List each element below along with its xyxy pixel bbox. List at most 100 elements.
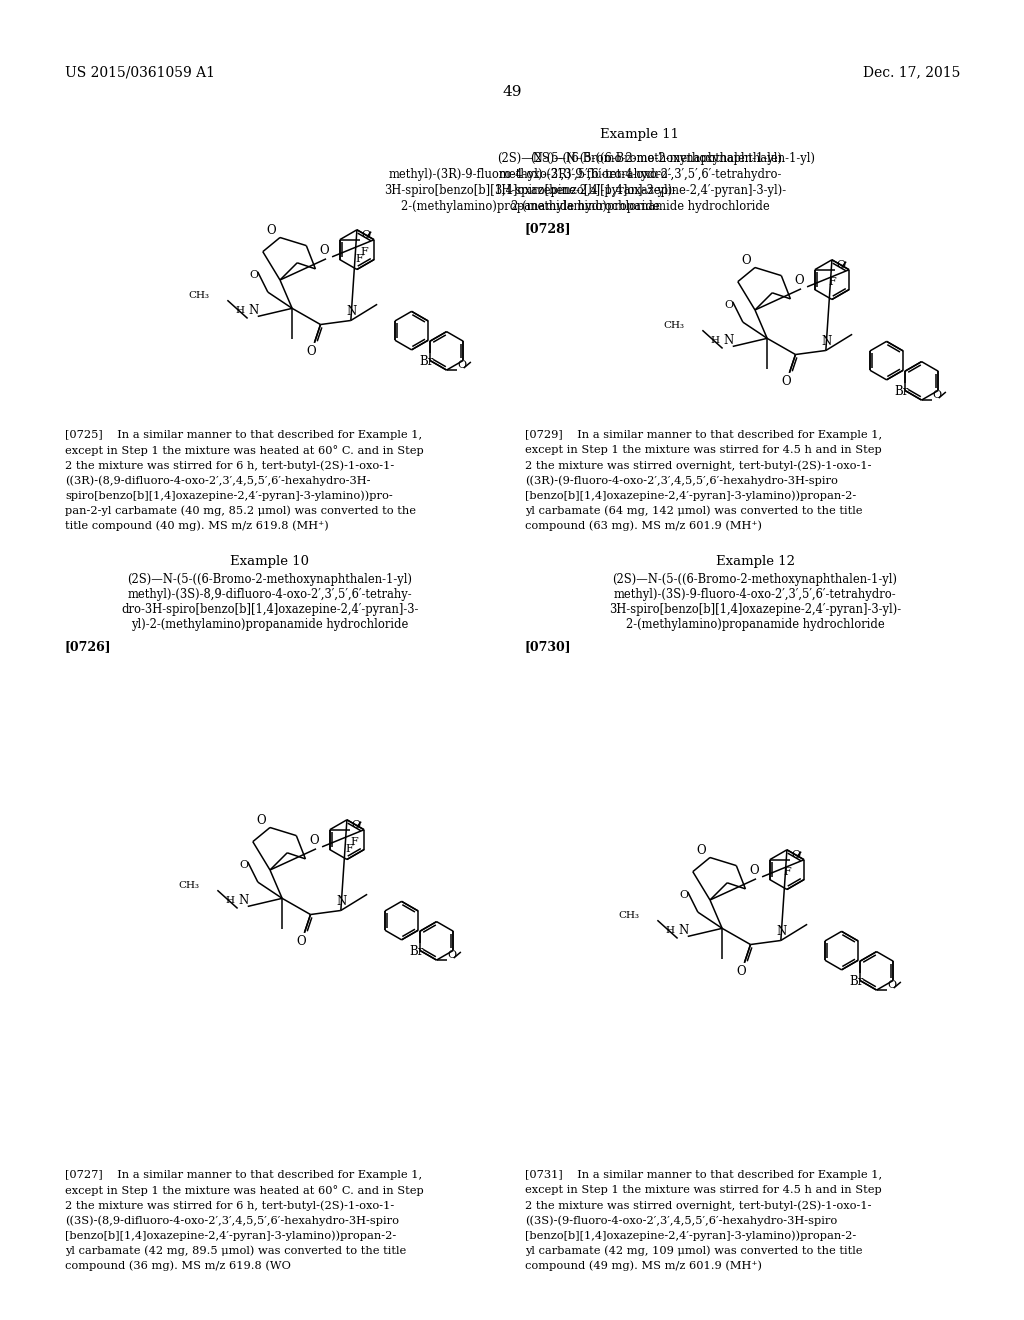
Text: O: O [795, 275, 804, 288]
Text: O: O [351, 820, 360, 830]
Text: O: O [306, 345, 316, 358]
Text: H: H [710, 337, 719, 345]
Text: O: O [266, 224, 275, 238]
Text: except in Step 1 the mixture was heated at 60° C. and in Step: except in Step 1 the mixture was heated … [65, 1185, 424, 1196]
Text: [0726]: [0726] [65, 640, 112, 653]
Text: methyl)-(3S)-8,9-difluoro-4-oxo-2′,3′,5′,6′-tetrahy-: methyl)-(3S)-8,9-difluoro-4-oxo-2′,3′,5′… [128, 587, 413, 601]
Text: methyl)-(3R)-9-fluoro-4-oxo-2′,3′,5′,6′-tetrahydro-: methyl)-(3R)-9-fluoro-4-oxo-2′,3′,5′,6′-… [388, 168, 672, 181]
Text: CH₃: CH₃ [178, 880, 200, 890]
Text: F: F [345, 845, 353, 854]
Text: O: O [836, 260, 845, 269]
Text: ((3S)-(8,9-difluoro-4-oxo-2′,3′,4,5,5′,6′-hexahydro-3H-spiro: ((3S)-(8,9-difluoro-4-oxo-2′,3′,4,5,5′,6… [65, 1214, 399, 1225]
Text: 2-(methylamino)propanamide hydrochloride: 2-(methylamino)propanamide hydrochloride [626, 618, 885, 631]
Text: O: O [888, 979, 897, 990]
Text: [0731]    In a similar manner to that described for Example 1,: [0731] In a similar manner to that descr… [525, 1170, 882, 1180]
Text: spiro[benzo[b][1,4]oxazepine-2,4′-pyran]-3-ylamino))pro-: spiro[benzo[b][1,4]oxazepine-2,4′-pyran]… [65, 490, 393, 500]
Text: 3H-spiro[benzo[b][1,4]oxazepine-2,4′-pyran]-3-yl)-: 3H-spiro[benzo[b][1,4]oxazepine-2,4′-pyr… [609, 603, 901, 616]
Text: O: O [361, 230, 370, 240]
Text: CH₃: CH₃ [618, 911, 639, 920]
Text: O: O [724, 300, 733, 310]
Text: F: F [350, 837, 358, 846]
Text: O: O [309, 834, 318, 847]
Text: compound (63 mg). MS m/z 601.9 (MH⁺): compound (63 mg). MS m/z 601.9 (MH⁺) [525, 520, 762, 531]
Text: yl carbamate (42 mg, 89.5 μmol) was converted to the title: yl carbamate (42 mg, 89.5 μmol) was conv… [65, 1245, 407, 1255]
Text: US 2015/0361059 A1: US 2015/0361059 A1 [65, 65, 215, 79]
Text: N: N [679, 924, 689, 937]
Text: 2-(methylamino)propanamide hydrochloride: 2-(methylamino)propanamide hydrochloride [400, 201, 659, 213]
Text: H: H [225, 896, 234, 906]
Text: compound (36 mg). MS m/z 619.8 (WO: compound (36 mg). MS m/z 619.8 (WO [65, 1261, 291, 1271]
Text: H: H [236, 306, 244, 315]
Text: 3H-spiro[benzo[b][1,4]oxazepine-2,4′-pyran]-3-yl)-: 3H-spiro[benzo[b][1,4]oxazepine-2,4′-pyr… [384, 183, 676, 197]
Text: [0725]    In a similar manner to that described for Example 1,: [0725] In a similar manner to that descr… [65, 430, 422, 440]
Text: O: O [447, 950, 457, 960]
Text: [benzo[b][1,4]oxazepine-2,4′-pyran]-3-ylamino))propan-2-: [benzo[b][1,4]oxazepine-2,4′-pyran]-3-yl… [525, 490, 856, 500]
Text: 2-(methylamino)propanamide hydrochloride: 2-(methylamino)propanamide hydrochloride [511, 201, 769, 213]
Text: N: N [777, 925, 787, 939]
Text: (2S)—N-(5-((6-Bromo-2-methoxynaphthalen-1-yl): (2S)—N-(5-((6-Bromo-2-methoxynaphthalen-… [612, 573, 897, 586]
Text: [benzo[b][1,4]oxazepine-2,4′-pyran]-3-ylamino))propan-2-: [benzo[b][1,4]oxazepine-2,4′-pyran]-3-yl… [525, 1230, 856, 1241]
Text: yl carbamate (42 mg, 109 μmol) was converted to the title: yl carbamate (42 mg, 109 μmol) was conve… [525, 1245, 862, 1255]
Text: H: H [666, 925, 674, 935]
Text: O: O [458, 360, 467, 370]
Text: O: O [319, 244, 329, 257]
Text: methyl)-(3S)-9-fluoro-4-oxo-2′,3′,5′,6′-tetrahydro-: methyl)-(3S)-9-fluoro-4-oxo-2′,3′,5′,6′-… [613, 587, 896, 601]
Text: except in Step 1 the mixture was heated at 60° C. and in Step: except in Step 1 the mixture was heated … [65, 445, 424, 455]
Text: O: O [791, 850, 800, 859]
Text: compound (49 mg). MS m/z 601.9 (MH⁺): compound (49 mg). MS m/z 601.9 (MH⁺) [525, 1261, 762, 1271]
Text: O: O [741, 253, 751, 267]
Text: (2S)—N-(5-((6-Bromo-2-methoxynaphthalen-1-yl): (2S)—N-(5-((6-Bromo-2-methoxynaphthalen-… [498, 152, 782, 165]
Text: O: O [933, 391, 942, 400]
Text: N: N [347, 305, 357, 318]
Text: ((3R)-(9-fluoro-4-oxo-2′,3′,4,5,5′,6′-hexahydro-3H-spiro: ((3R)-(9-fluoro-4-oxo-2′,3′,4,5,5′,6′-he… [525, 475, 838, 486]
Text: CH₃: CH₃ [188, 290, 209, 300]
Text: methyl)-(3R)-9-fluoro-4-oxo-2′,3′,5′,6′-tetrahydro-: methyl)-(3R)-9-fluoro-4-oxo-2′,3′,5′,6′-… [499, 168, 781, 181]
Text: O: O [249, 269, 258, 280]
Text: ((3R)-(8,9-difluoro-4-oxo-2′,3′,4,5,5′,6′-hexahydro-3H-: ((3R)-(8,9-difluoro-4-oxo-2′,3′,4,5,5′,6… [65, 475, 371, 486]
Text: dro-3H-spiro[benzo[b][1,4]oxazepine-2,4′-pyran]-3-: dro-3H-spiro[benzo[b][1,4]oxazepine-2,4′… [121, 603, 419, 616]
Text: yl)-2-(methylamino)propanamide hydrochloride: yl)-2-(methylamino)propanamide hydrochlo… [131, 618, 409, 631]
Text: N: N [821, 335, 831, 348]
Text: pan-2-yl carbamate (40 mg, 85.2 μmol) was converted to the: pan-2-yl carbamate (40 mg, 85.2 μmol) wa… [65, 506, 416, 516]
Text: Example 12: Example 12 [716, 554, 795, 568]
Text: O: O [679, 890, 688, 900]
Text: Br: Br [420, 355, 434, 368]
Text: F: F [355, 255, 362, 264]
Text: N: N [724, 334, 734, 347]
Text: Br: Br [895, 385, 909, 399]
Text: except in Step 1 the mixture was stirred for 4.5 h and in Step: except in Step 1 the mixture was stirred… [525, 1185, 882, 1195]
Text: 2 the mixture was stirred for 6 h, tert-butyl-(2S)-1-oxo-1-: 2 the mixture was stirred for 6 h, tert-… [65, 1200, 394, 1210]
Text: O: O [240, 859, 248, 870]
Text: Br: Br [410, 945, 424, 958]
Text: O: O [297, 935, 306, 948]
Text: F: F [828, 277, 836, 288]
Text: O: O [696, 843, 706, 857]
Text: Br: Br [850, 975, 864, 989]
Text: Dec. 17, 2015: Dec. 17, 2015 [862, 65, 961, 79]
Text: 2 the mixture was stirred overnight, tert-butyl-(2S)-1-oxo-1-: 2 the mixture was stirred overnight, ter… [525, 1200, 871, 1210]
Text: [0727]    In a similar manner to that described for Example 1,: [0727] In a similar manner to that descr… [65, 1170, 422, 1180]
Text: Example 10: Example 10 [230, 554, 309, 568]
Text: N: N [337, 895, 347, 908]
Text: CH₃: CH₃ [664, 321, 684, 330]
Text: O: O [781, 375, 792, 388]
Text: 49: 49 [502, 84, 522, 99]
Text: F: F [360, 247, 368, 256]
Text: (2S)—N-(5-((6-Bromo-2-methoxynaphthalen-1-yl): (2S)—N-(5-((6-Bromo-2-methoxynaphthalen-… [530, 152, 815, 165]
Text: 2 the mixture was stirred overnight, tert-butyl-(2S)-1-oxo-1-: 2 the mixture was stirred overnight, ter… [525, 459, 871, 470]
Text: (2S)—N-(5-((6-Bromo-2-methoxynaphthalen-1-yl): (2S)—N-(5-((6-Bromo-2-methoxynaphthalen-… [128, 573, 413, 586]
Text: [0728]: [0728] [525, 222, 571, 235]
Text: [0730]: [0730] [525, 640, 571, 653]
Text: F: F [783, 867, 791, 878]
Text: Example 11: Example 11 [600, 128, 680, 141]
Text: N: N [249, 304, 259, 317]
Text: [benzo[b][1,4]oxazepine-2,4′-pyran]-3-ylamino))propan-2-: [benzo[b][1,4]oxazepine-2,4′-pyran]-3-yl… [65, 1230, 396, 1241]
Text: except in Step 1 the mixture was stirred for 4.5 h and in Step: except in Step 1 the mixture was stirred… [525, 445, 882, 455]
Text: ((3S)-(9-fluoro-4-oxo-2′,3′,4,5,5′,6′-hexahydro-3H-spiro: ((3S)-(9-fluoro-4-oxo-2′,3′,4,5,5′,6′-he… [525, 1214, 838, 1225]
Text: title compound (40 mg). MS m/z 619.8 (MH⁺): title compound (40 mg). MS m/z 619.8 (MH… [65, 520, 329, 531]
Text: N: N [239, 894, 249, 907]
Text: O: O [256, 814, 266, 828]
Text: O: O [736, 965, 746, 978]
Text: yl carbamate (64 mg, 142 μmol) was converted to the title: yl carbamate (64 mg, 142 μmol) was conve… [525, 506, 862, 516]
Text: [0729]    In a similar manner to that described for Example 1,: [0729] In a similar manner to that descr… [525, 430, 882, 440]
